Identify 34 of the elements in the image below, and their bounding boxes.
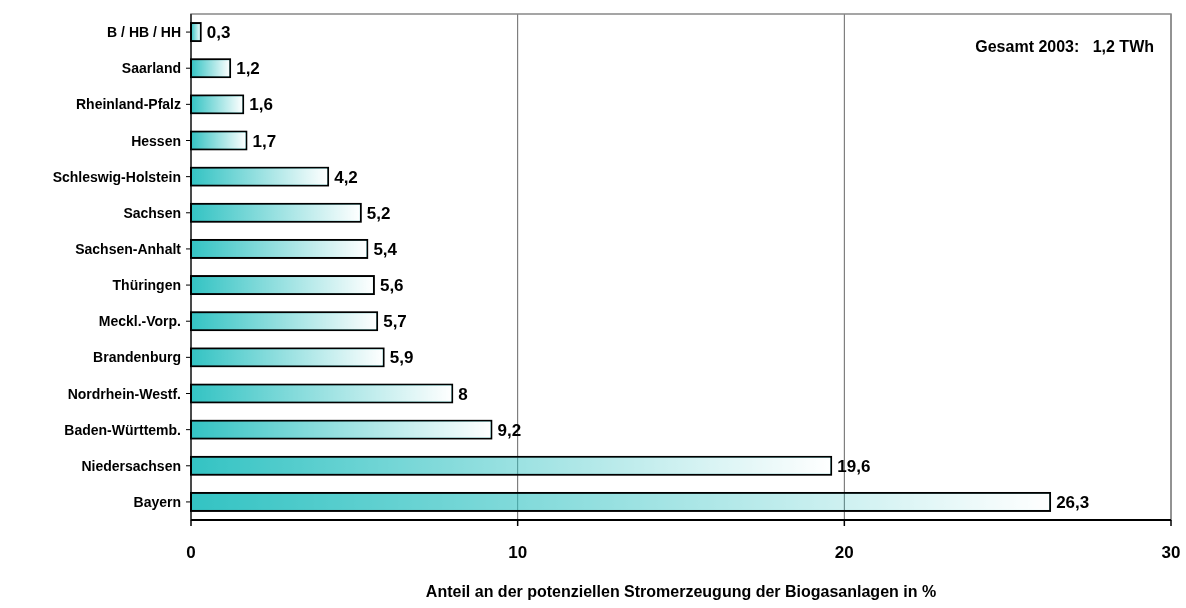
data-label: 19,6 — [837, 456, 871, 476]
y-tick-label: Brandenburg — [93, 349, 181, 366]
y-tick-label: Meckl.-Vorp. — [98, 313, 181, 330]
y-tick-label: Rheinland-Pfalz — [75, 96, 181, 113]
y-tick-label: Saarland — [121, 60, 181, 77]
y-tick-label: Baden-Württemb. — [64, 421, 181, 438]
data-label: 5,4 — [373, 240, 398, 260]
y-tick-label: Sachsen-Anhalt — [75, 240, 182, 257]
data-label: 5,9 — [389, 348, 414, 368]
data-label: 26,3 — [1056, 493, 1090, 513]
x-axis-title: Anteil an der potenziellen Stromerzeugung der Biogasanlagen in % — [425, 583, 937, 600]
data-label: 1,6 — [249, 95, 273, 115]
y-tick-label: Schleswig-Holstein — [52, 168, 181, 185]
y-tick-label: Niedersachsen — [81, 457, 181, 474]
y-tick-label: B / HB / HH — [107, 24, 181, 41]
data-label: 8 — [458, 384, 468, 404]
y-tick-label: Thüringen — [112, 277, 181, 294]
data-label: 4,2 — [334, 167, 358, 187]
annotation: Gesamt 2003: 1,2 TWh — [975, 38, 1154, 55]
data-label: 9,2 — [497, 420, 522, 440]
y-tick-label: Hessen — [131, 132, 181, 149]
x-tick-label: 20 — [834, 543, 854, 562]
y-tick-label: Bayern — [133, 493, 181, 510]
data-label: 1,2 — [236, 59, 260, 79]
data-label: 1,7 — [252, 131, 277, 151]
data-label: 0,3 — [206, 23, 231, 43]
y-tick-label: Nordrhein-Westf. — [67, 385, 181, 402]
x-tick-label: 10 — [508, 543, 528, 562]
x-tick-label: 30 — [1161, 543, 1181, 562]
data-label: 5,6 — [379, 276, 404, 296]
data-label: 5,2 — [366, 203, 391, 223]
data-label: 5,7 — [383, 312, 407, 332]
y-tick-label: Sachsen — [123, 204, 181, 221]
x-tick-label: 0 — [186, 543, 196, 562]
